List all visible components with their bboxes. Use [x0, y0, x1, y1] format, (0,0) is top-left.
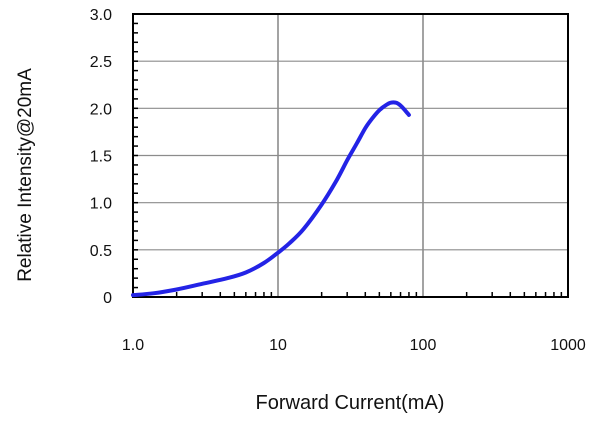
y-tick-label: 3.0 [90, 7, 112, 24]
x-tick-label: 1000 [550, 337, 586, 354]
series-line [131, 100, 411, 298]
y-axis-label: Relative Intensity@20mA [15, 68, 36, 282]
y-tick-label: 1.5 [90, 149, 112, 166]
x-tick-label: 100 [410, 337, 437, 354]
x-tick-label: 10 [269, 337, 287, 354]
y-tick-label: 2.0 [90, 101, 112, 118]
x-tick-label: 1.0 [122, 337, 144, 354]
tick-labels: 0 0.5 1.0 1.5 2.0 2.5 3.0 1.0 10 100 1000 [90, 7, 586, 354]
y-tick-label: 1.0 [90, 196, 112, 213]
y-tick-label: 0 [103, 290, 112, 307]
y-tick-label: 2.5 [90, 54, 112, 71]
plot-frame [132, 13, 569, 298]
x-axis-label: Forward Current(mA) [256, 392, 445, 414]
y-tick-label: 0.5 [90, 243, 112, 260]
series-layer [131, 100, 411, 298]
